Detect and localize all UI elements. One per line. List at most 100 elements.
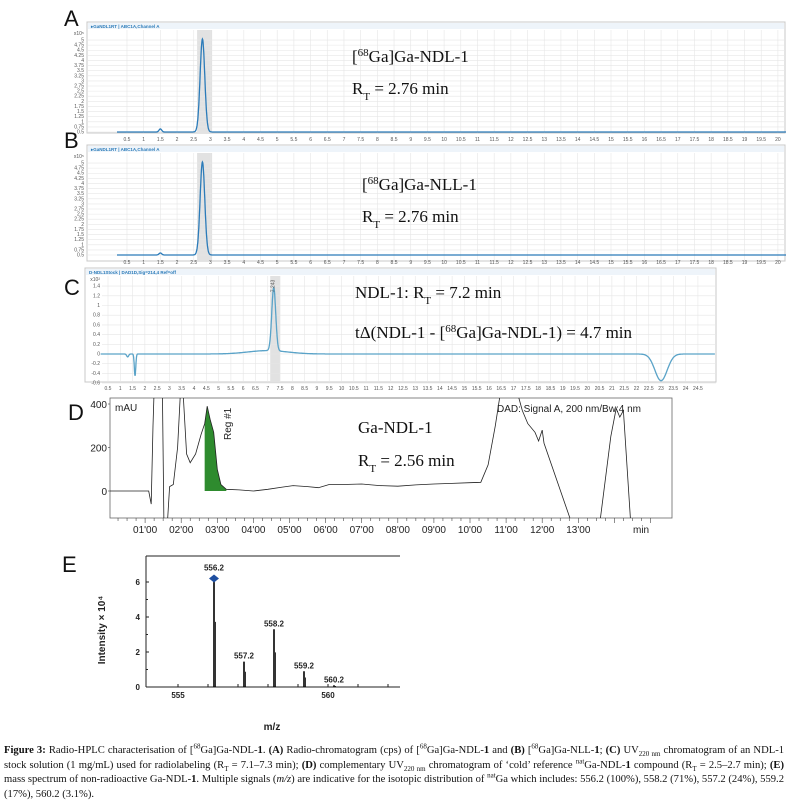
figure-caption: Figure 3: Radio-HPLC characterisation of…: [4, 743, 784, 802]
x-tick-label: 4: [242, 260, 245, 266]
text-segment: = 2.76 min: [380, 207, 459, 226]
x-tick-label: 16: [642, 137, 648, 143]
y-tick-label: -0.2: [91, 361, 100, 367]
x-tick-label: 16.5: [496, 386, 506, 392]
x-tick-label: 12.5: [523, 260, 533, 266]
caption-segment: mass spectrum of non-radioactive Ga-NDL-: [4, 774, 192, 785]
text-segment: T: [369, 463, 376, 475]
x-tick-label: 12'00: [530, 525, 555, 536]
text-segment: T: [373, 219, 380, 231]
caption-segment: Ga-NDL-: [584, 759, 626, 771]
x-tick-label: 8: [376, 260, 379, 266]
x-tick-label: 15: [608, 137, 614, 143]
y-tick-label: 200: [90, 444, 107, 455]
caption-segment: [: [524, 745, 532, 756]
x-tick-label: 20: [585, 386, 591, 392]
x-tick-label: 14.5: [589, 137, 599, 143]
text-segment: tΔ(NDL-1 - [: [355, 323, 446, 342]
text-segment: [: [352, 47, 358, 66]
x-tick-label: 15: [462, 386, 468, 392]
annotation-compound: [68Ga]Ga-NDL-1: [352, 47, 469, 66]
text-segment: Ga]Ga-NLL-1: [379, 175, 477, 194]
x-tick-label: 10.5: [456, 137, 466, 143]
x-tick-label: 12: [508, 260, 514, 266]
chromatogram-trace: [117, 37, 786, 133]
base-peak-marker-icon: [209, 574, 219, 583]
x-tick-label: 07'00: [350, 525, 375, 536]
x-tick-label: 10'00: [458, 525, 483, 536]
x-tick-label: 1.5: [129, 386, 136, 392]
panel-label-a: A: [64, 6, 79, 31]
x-tick-label: 23.5: [668, 386, 678, 392]
x-tick-label: 0.5: [124, 260, 131, 266]
x-tick-label: 15.5: [623, 137, 633, 143]
x-tick-label: 2.5: [190, 137, 197, 143]
annotation-compound: NDL-1: RT = 7.2 min: [355, 283, 502, 307]
y-tick-label: 1: [97, 303, 100, 309]
caption-segment: (E): [769, 759, 784, 771]
x-tick-label: 4: [242, 137, 245, 143]
caption-segment: 1: [191, 774, 197, 785]
x-tick-label: 19.5: [570, 386, 580, 392]
y-tick-label: 0.75: [74, 247, 84, 253]
y-tick-label: 1.5: [77, 109, 84, 115]
x-tick-label: 5.5: [290, 137, 297, 143]
x-axis-unit: min: [633, 525, 649, 536]
y-tick-label: 4.25: [74, 53, 84, 59]
y-tick-label: 4.75: [74, 166, 84, 172]
x-tick-label: 24: [683, 386, 689, 392]
caption-segment: .: [262, 745, 269, 756]
y-tick-label: 1.25: [74, 114, 84, 120]
text-segment: = 2.76 min: [370, 79, 449, 98]
plot-header-bar: [86, 269, 715, 275]
chromatogram-trace: [117, 160, 786, 256]
x-tick-label: 8: [376, 137, 379, 143]
x-tick-label: 5: [276, 260, 279, 266]
x-tick-label: 18.5: [723, 137, 733, 143]
x-tick-label: 23: [658, 386, 664, 392]
x-axis-label: m/z: [264, 722, 281, 733]
x-tick-label: 4: [193, 386, 196, 392]
y-tick-label: 4.5: [77, 171, 84, 177]
x-tick-label: 5: [217, 386, 220, 392]
x-tick-label: 03'00: [205, 525, 230, 536]
x-tick-label: 13: [412, 386, 418, 392]
caption-segment: (C): [605, 745, 621, 756]
x-tick-label: 11: [363, 386, 368, 392]
x-tick-label: 2.5: [190, 260, 197, 266]
x-tick-label: 17.5: [690, 260, 700, 266]
annotation-compound: Ga-NDL-1: [358, 418, 433, 437]
annotation-retention-time: RT = 2.56 min: [358, 451, 455, 475]
x-tick-label: 10.5: [349, 386, 359, 392]
y-tick-label: 0.5: [77, 253, 84, 259]
x-tick-label: 13.5: [556, 137, 566, 143]
x-tick-label: 10: [441, 137, 447, 143]
x-tick-label: 11: [475, 137, 480, 143]
x-tick-label: 11.5: [374, 386, 384, 392]
x-tick-label: 7.5: [277, 386, 284, 392]
caption-segment: chromatogram of ‘cold’ reference: [425, 759, 576, 771]
text-segment: = 2.56 min: [376, 451, 455, 470]
y-tick-label: 4.75: [74, 43, 84, 49]
y-tick-label: 4: [81, 58, 84, 64]
x-tick-label: 6: [242, 386, 245, 392]
x-tick-label: 3: [209, 137, 212, 143]
caption-segment: and: [489, 745, 511, 756]
x-tick-label: 15.5: [623, 260, 633, 266]
y-tick-label: 1.75: [74, 227, 84, 233]
caption-segment: 220 nm: [403, 764, 426, 773]
x-tick-label: 2: [176, 260, 179, 266]
text-segment: 68: [358, 47, 370, 59]
text-segment: Ga]Ga-NDL-1: [369, 47, 469, 66]
y-tick-label: 5: [81, 38, 84, 44]
panel-label-b: B: [64, 128, 79, 153]
annotation-compound: [68Ga]Ga-NLL-1: [362, 175, 477, 194]
text-segment: Ga]Ga-NDL-1) = 4.7 min: [456, 323, 632, 342]
y-tick-label: 4.5: [77, 48, 84, 54]
x-tick-label: 10: [441, 260, 447, 266]
caption-segment: 1: [483, 745, 490, 756]
caption-segment: ) are indicative for the isotopic distri…: [291, 774, 488, 785]
caption-segment: compound (R: [630, 759, 693, 771]
y-tick-label: 2: [81, 99, 84, 105]
